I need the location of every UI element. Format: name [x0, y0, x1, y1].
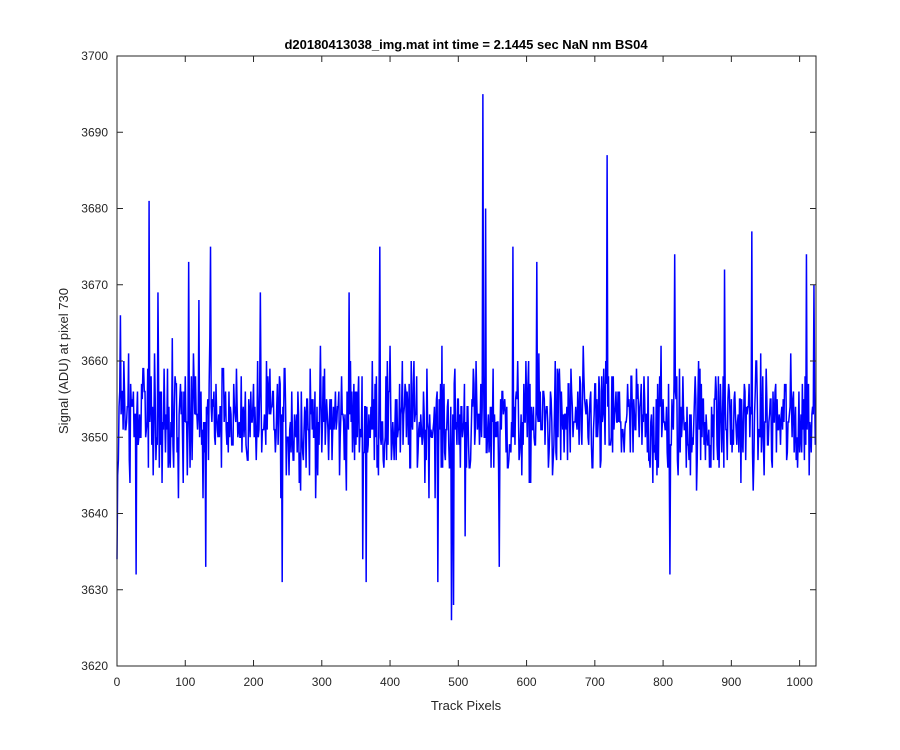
y-tick-label: 3700 — [81, 49, 108, 63]
chart-title: d20180413038_img.mat int time = 2.1445 s… — [284, 37, 648, 52]
series-layer — [116, 94, 817, 621]
x-tick-label: 100 — [175, 675, 195, 689]
y-tick-label: 3620 — [81, 659, 108, 673]
x-tick-label: 300 — [312, 675, 332, 689]
y-axis-label: Signal (ADU) at pixel 730 — [56, 288, 71, 434]
signal-series-line — [116, 94, 817, 621]
y-tick-label: 3650 — [81, 430, 108, 444]
x-tick-label: 600 — [517, 675, 537, 689]
x-tick-label: 0 — [114, 675, 121, 689]
y-tick-label: 3680 — [81, 202, 108, 216]
x-tick-label: 400 — [380, 675, 400, 689]
x-axis-ticks: 0 100 200 300 400 500 600 700 800 900 1000 — [114, 56, 813, 689]
x-tick-label: 1000 — [786, 675, 813, 689]
plot-area — [117, 56, 816, 666]
y-tick-label: 3670 — [81, 278, 108, 292]
y-tick-label: 3690 — [81, 125, 108, 139]
x-tick-label: 700 — [585, 675, 605, 689]
x-axis-label: Track Pixels — [431, 698, 502, 713]
x-tick-label: 800 — [653, 675, 673, 689]
y-tick-label: 3640 — [81, 507, 108, 521]
y-axis-ticks: 3620 3630 3640 3650 3660 3670 3680 3690 3700 — [81, 49, 816, 673]
x-tick-label: 500 — [448, 675, 468, 689]
y-tick-label: 3630 — [81, 583, 108, 597]
x-tick-label: 900 — [721, 675, 741, 689]
x-tick-label: 200 — [244, 675, 264, 689]
y-tick-label: 3660 — [81, 354, 108, 368]
